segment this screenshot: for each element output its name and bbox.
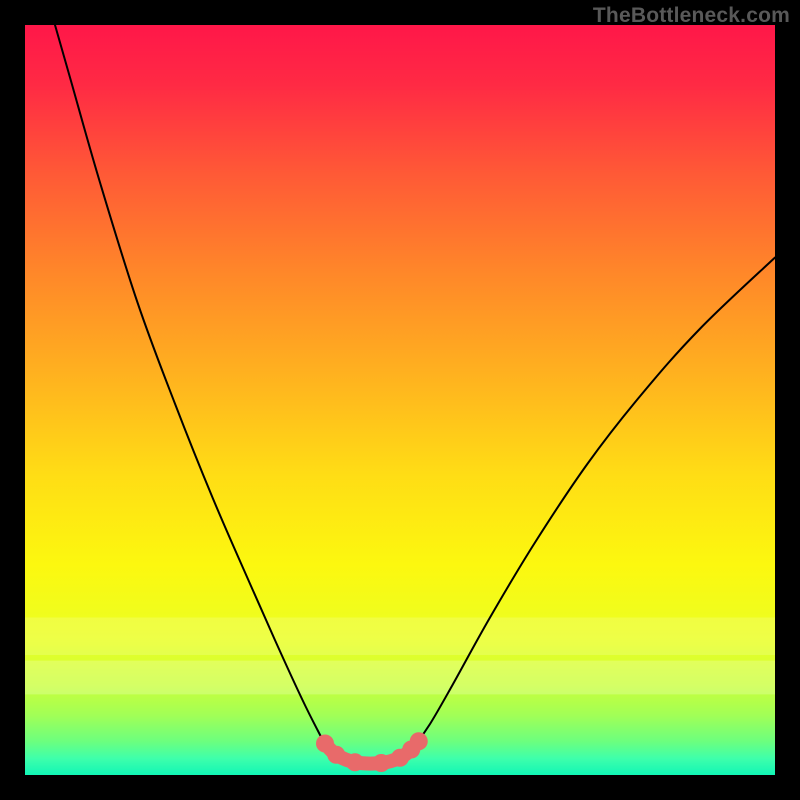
highlight-marker bbox=[346, 753, 364, 771]
bottleneck-curve-chart bbox=[25, 25, 775, 775]
highlight-marker bbox=[327, 746, 345, 764]
highlight-marker bbox=[410, 732, 428, 750]
watermark-label: TheBottleneck.com bbox=[593, 4, 790, 28]
highlight-marker bbox=[372, 754, 390, 772]
plot-area bbox=[25, 25, 775, 775]
chart-frame: TheBottleneck.com bbox=[0, 0, 800, 800]
